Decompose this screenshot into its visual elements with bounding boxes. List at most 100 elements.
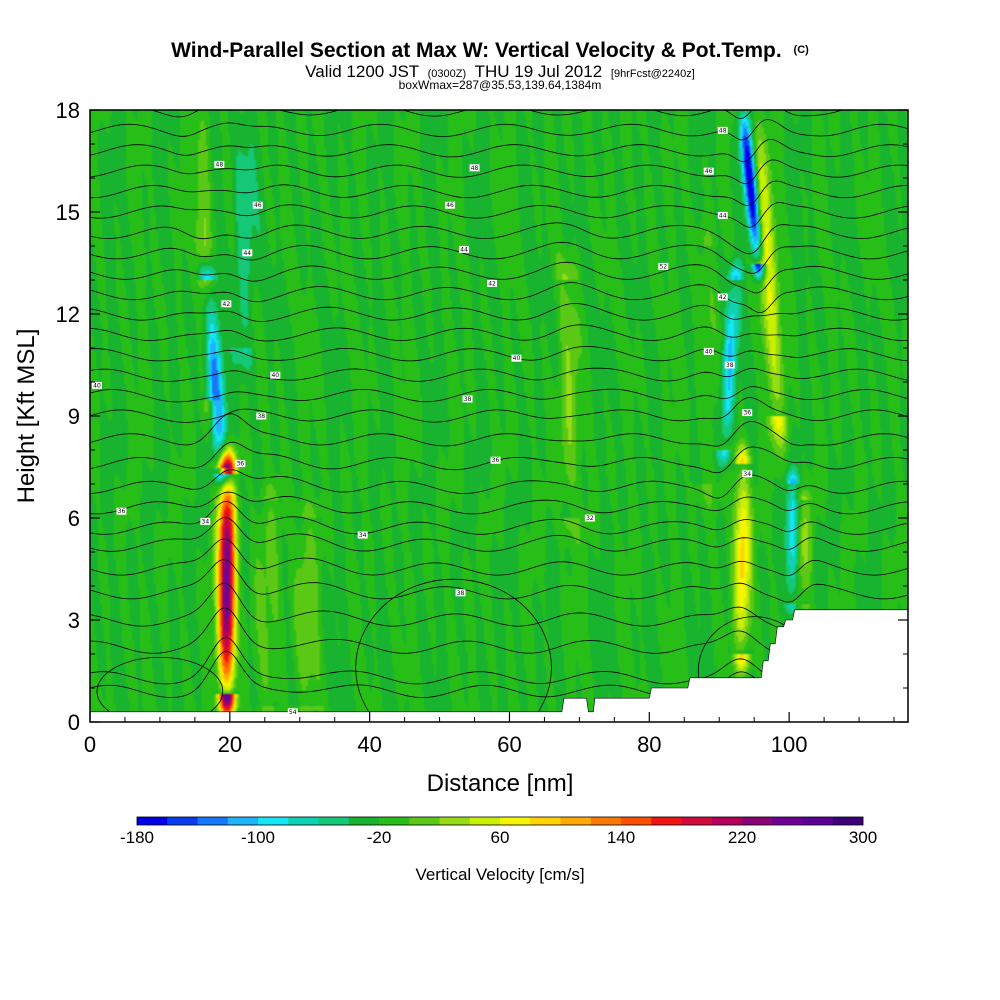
- x-tick-label: 80: [637, 732, 661, 757]
- theta-contour-label: 40: [270, 371, 281, 379]
- colorbar-swatch: [772, 817, 803, 825]
- x-tick-label: 0: [84, 732, 96, 757]
- contour-label-text: 36: [236, 461, 244, 468]
- y-axis-label: Height [Kft MSL]: [13, 329, 40, 504]
- contour-label-box: [511, 354, 522, 362]
- theta-contour-loop: [96, 657, 224, 722]
- contour-label-text: 46: [254, 202, 262, 209]
- theta-contour-label: 38: [256, 412, 267, 420]
- theta-contour-line: [90, 119, 908, 141]
- contour-label-box: [703, 167, 714, 175]
- theta-contour-line: [90, 582, 908, 633]
- subtitle-valid: Valid 1200 JST: [305, 62, 419, 81]
- theta-contour-label: 40: [91, 381, 102, 389]
- contour-label-box: [469, 164, 480, 172]
- theta-contour-label: 46: [445, 201, 456, 209]
- x-axis: 0 20 40 60 80 100: [84, 712, 895, 757]
- contour-label-text: 44: [719, 212, 727, 219]
- theta-contour-label: 52: [658, 262, 669, 270]
- theta-contour-label: 48: [717, 126, 728, 134]
- contour-label-box: [200, 517, 211, 525]
- y-tick-label: 18: [56, 98, 80, 123]
- theta-contour-label: 40: [703, 347, 714, 355]
- contour-label-text: 32: [586, 515, 594, 522]
- theta-contour-line: [90, 302, 908, 323]
- colorbar-tick-label: -20: [367, 828, 392, 847]
- y-tick-label: 9: [68, 404, 80, 429]
- contour-label-box: [445, 201, 456, 209]
- theta-contour-label: 36: [235, 460, 246, 468]
- colorbar-swatch: [560, 817, 592, 825]
- theta-contour-label: 32: [584, 514, 595, 522]
- contour-label-box: [742, 409, 753, 417]
- colorbar-swatch: [832, 817, 864, 825]
- x-tick-label: 100: [771, 732, 808, 757]
- theta-contour-line: [90, 180, 908, 207]
- contour-label-box: [287, 708, 298, 716]
- subtitle-forecast: [9hrFcst@2240z]: [611, 68, 695, 80]
- contour-label-text: 46: [705, 168, 713, 175]
- contour-label-box: [487, 279, 498, 287]
- theta-contour-label: 38: [455, 589, 466, 597]
- contour-label-box: [256, 412, 267, 420]
- plot-area: 5438343436363840424446484036384042444648…: [56, 98, 909, 757]
- colorbar-swatch: [651, 817, 682, 825]
- theta-contour-line: [90, 517, 908, 552]
- contour-label-text: 36: [492, 457, 500, 464]
- title-block: Wind-Parallel Section at Max W: Vertical…: [171, 39, 809, 92]
- theta-contour-line: [90, 367, 908, 382]
- theta-contour-line: [90, 397, 908, 423]
- contour-label-text: 44: [460, 246, 468, 253]
- contour-label-box: [717, 126, 728, 134]
- contour-label-text: 40: [513, 355, 521, 362]
- colorbar-swatch: [409, 817, 440, 825]
- contour-label-text: 34: [202, 518, 210, 525]
- colorbar-tick-label: 300: [849, 828, 877, 847]
- contour-label-text: 48: [719, 127, 727, 134]
- colorbar-swatch: [379, 817, 410, 825]
- contour-label-box: [584, 514, 595, 522]
- colorbar-swatch: [469, 817, 501, 825]
- theta-contour-line: [90, 261, 908, 294]
- theta-contour-label: 38: [462, 395, 473, 403]
- colorbar-swatch: [167, 817, 198, 825]
- svg-text:Wind-Parallel Section at Max W: Wind-Parallel Section at Max W: Vertical…: [171, 39, 809, 62]
- colorbar-swatch: [802, 817, 834, 825]
- theta-contour-label: 44: [242, 249, 253, 257]
- colorbar-swatch: [530, 817, 561, 825]
- contour-label-box: [214, 160, 225, 168]
- contour-label-box: [742, 470, 753, 478]
- x-tick-label: 20: [218, 732, 242, 757]
- colorbar-swatch: [318, 817, 350, 825]
- colorbar-swatch: [288, 817, 319, 825]
- colorbar-tick-label: 60: [491, 828, 510, 847]
- contour-label-box: [91, 381, 102, 389]
- colorbar-tick-label: -180: [120, 828, 154, 847]
- contour-label-box: [703, 347, 714, 355]
- contour-label-text: 52: [659, 263, 667, 270]
- theta-contour-label: 36: [490, 456, 501, 464]
- theta-contour-line: [90, 222, 908, 255]
- colorbar-tick-label: 140: [607, 828, 635, 847]
- title-mark: (C): [794, 44, 810, 56]
- y-tick-label: 12: [56, 302, 80, 327]
- contour-label-box: [658, 262, 669, 270]
- colorbar-swatch: [258, 817, 289, 825]
- theta-contour-line: [90, 159, 908, 185]
- x-tick-label: 40: [357, 732, 381, 757]
- contour-label-box: [235, 460, 246, 468]
- colorbar-swatch: [137, 817, 168, 825]
- contour-label-text: 46: [446, 202, 454, 209]
- theta-contour-label: 44: [459, 245, 470, 253]
- contour-label-text: 48: [471, 165, 479, 172]
- colorbar-swatch: [439, 817, 471, 825]
- colorbar: -180 -100 -20 60 140 220 300 Vertical Velocity…: [120, 816, 877, 884]
- theta-contour-label: 42: [717, 293, 728, 301]
- theta-contour-label: 46: [703, 167, 714, 175]
- colorbar-swatch: [621, 817, 652, 825]
- contour-label-text: 40: [93, 382, 101, 389]
- contour-label-text: 38: [457, 590, 465, 597]
- contour-label-text: 40: [705, 348, 713, 355]
- subtitle-date: THU 19 Jul 2012: [475, 62, 603, 81]
- contour-label-box: [459, 245, 470, 253]
